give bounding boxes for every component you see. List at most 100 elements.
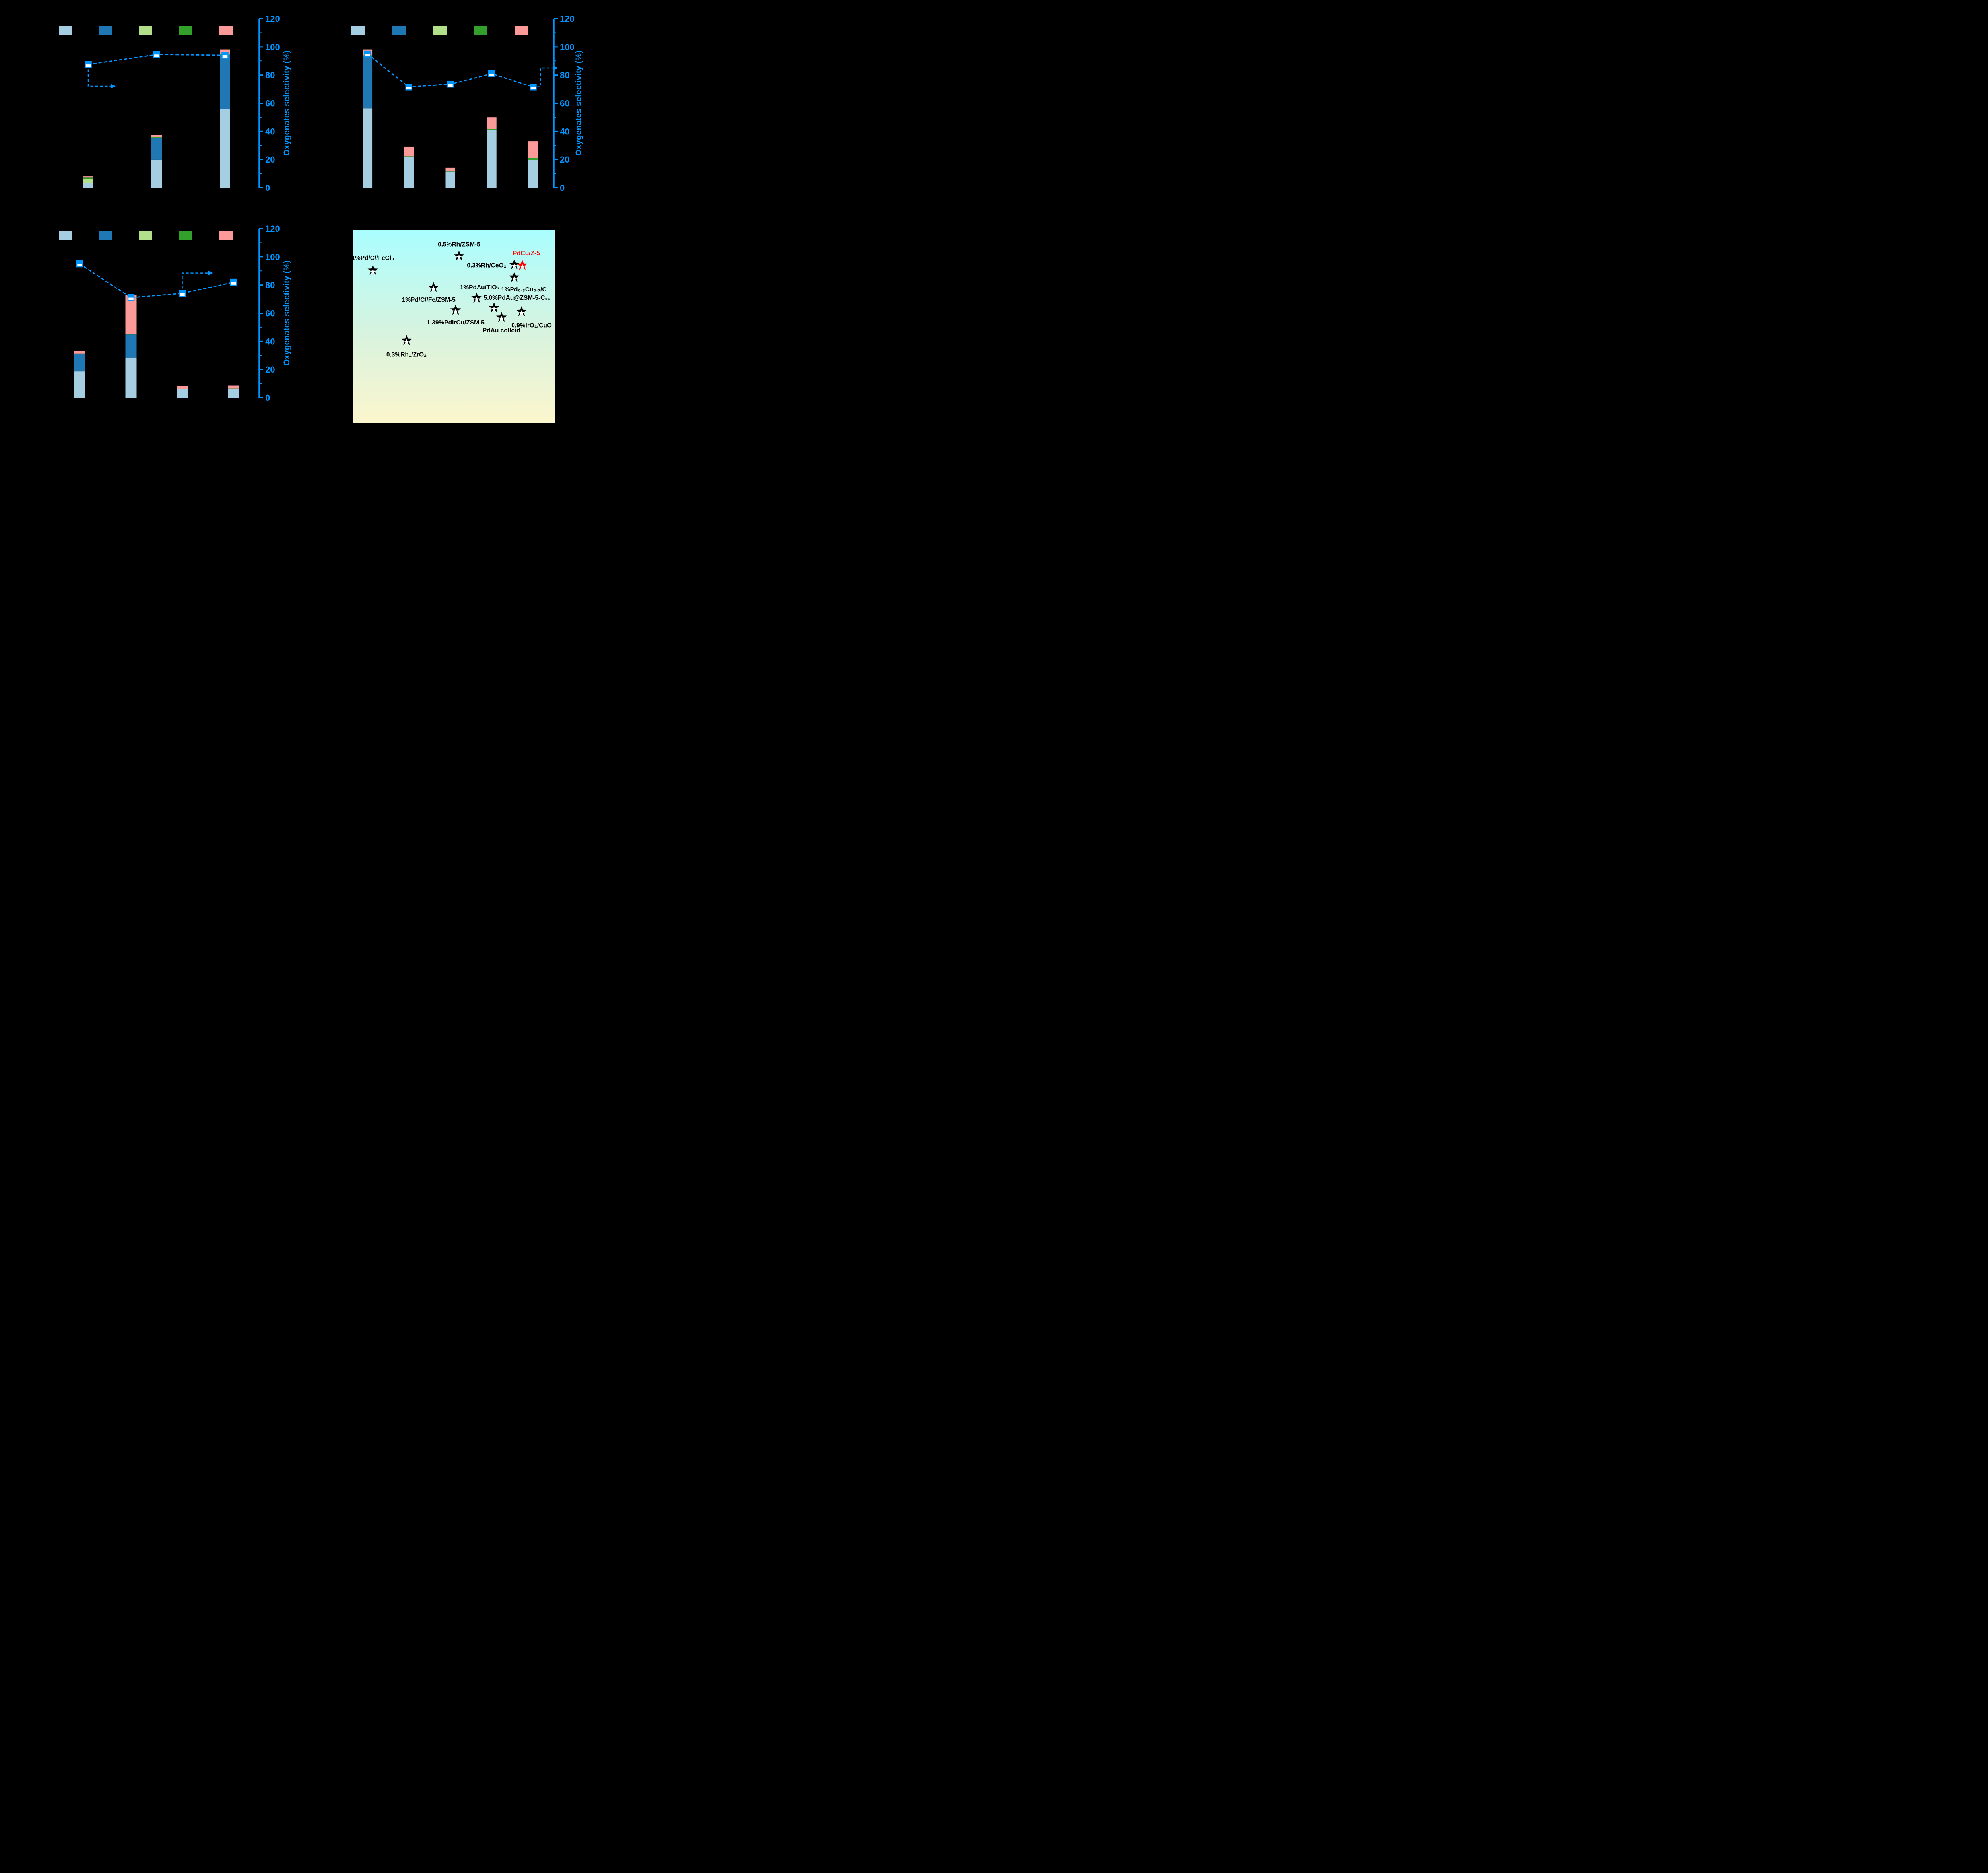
legend-co-swatch bbox=[179, 231, 192, 240]
star-1-pd-cu-c: 1%Pd₀.₃Cu₀.₇/C bbox=[501, 272, 547, 293]
right-tick-label: 80 bbox=[265, 280, 275, 290]
selectivity-marker bbox=[405, 84, 413, 91]
left-tick-label: 100 bbox=[35, 365, 49, 374]
x-category-label: PdCu/Z-5 bbox=[57, 401, 83, 427]
arrow-head bbox=[110, 84, 116, 89]
right-tick-label: 80 bbox=[560, 70, 569, 80]
star-label: 1%PdAu/TiO₂ bbox=[460, 284, 500, 291]
legend-ch3ooh-swatch bbox=[139, 231, 152, 240]
bar-segment-CO bbox=[404, 156, 414, 157]
left-tick-label: 40 bbox=[332, 150, 341, 159]
bar-segment-CO₂ bbox=[177, 386, 188, 389]
left-tick-label: 120 bbox=[328, 82, 341, 91]
x-category-label: Pd/Z-5 bbox=[392, 191, 412, 211]
bar-segment-CO₂ bbox=[74, 351, 85, 354]
legend-hcooh-label: HCOOH bbox=[115, 233, 140, 240]
right-tick-label: 100 bbox=[560, 42, 575, 52]
x-category-label: Pd/Z-5+Cu/Z-5 bbox=[458, 191, 495, 229]
right-tick-label: 20 bbox=[265, 365, 275, 375]
bar-segment-HCOOH bbox=[151, 138, 162, 160]
legend-ch3oh-swatch bbox=[59, 26, 72, 35]
right-tick-label: 0 bbox=[265, 393, 270, 403]
x-tick-label: 110 bbox=[184, 194, 197, 202]
right-tick-label: 20 bbox=[265, 155, 275, 165]
star-icon-inner bbox=[491, 306, 497, 311]
star-1-pd-c-fe-zsm-5: 1%Pd/C//Fe/ZSM-5 bbox=[402, 282, 456, 303]
legend-co2-label: CO₂ bbox=[531, 27, 544, 35]
y-tick-label: 0.1 bbox=[336, 419, 347, 427]
bar-segment-CO₂ bbox=[220, 49, 230, 54]
right-tick-label: 100 bbox=[265, 252, 280, 262]
legend-ch3oh-label: CH₃OH bbox=[75, 27, 98, 35]
legend-ch3oh-label: CH₃OH bbox=[75, 233, 98, 240]
x-tick-label: 90 bbox=[118, 194, 127, 202]
star-1-39-pdircu-zsm-5: 1.39%PdIrCu/ZSM-5 bbox=[427, 304, 485, 326]
bar-segment-CO bbox=[487, 129, 497, 130]
axis-arrow bbox=[87, 69, 111, 87]
bar-segment-CO bbox=[151, 137, 162, 138]
left-tick-label: 400 bbox=[35, 281, 49, 290]
left-axis-title: Product yield (mmol/gPd) bbox=[17, 57, 25, 149]
legend-ch3ooh-swatch bbox=[433, 26, 447, 35]
y-tick-label: 1000 bbox=[330, 264, 348, 273]
left-tick-label: 150 bbox=[35, 57, 49, 66]
star-label: 1%Pd/C//Fe/ZSM-5 bbox=[402, 297, 456, 303]
right-tick-label: 120 bbox=[265, 224, 280, 234]
star-icon-inner bbox=[474, 296, 480, 302]
legend-ch3ooh-label: CH₃OOH bbox=[449, 27, 478, 35]
star-label: PdAu colloid bbox=[483, 327, 520, 334]
x-tick-label: 100 bbox=[548, 429, 561, 438]
bar-segment-CH₃OH bbox=[151, 159, 162, 188]
left-tick-label: 100 bbox=[35, 99, 49, 108]
right-tick-label: 40 bbox=[560, 126, 569, 136]
x-tick-label: 85 bbox=[449, 429, 458, 438]
scatter-background bbox=[353, 230, 555, 423]
left-axis-title: Product yield (mmol/gPd) bbox=[314, 57, 322, 149]
right-tick-label: 60 bbox=[265, 309, 275, 319]
legend-hcooh-swatch bbox=[99, 26, 112, 35]
x-tick-label: 80 bbox=[415, 429, 424, 438]
right-tick-label: 60 bbox=[265, 99, 275, 109]
right-axis-title: Oxygenates selectivity (%) bbox=[282, 260, 291, 366]
right-tick-label: 100 bbox=[265, 42, 280, 52]
right-tick-label: 20 bbox=[560, 155, 569, 165]
star-0-3-rh-ceo-: 0.3%Rh/CeO₂ bbox=[467, 259, 520, 269]
left-tick-label: 80 bbox=[332, 116, 341, 125]
y-tick-label: 10 bbox=[338, 342, 347, 350]
y-axis-title: Productivity (mmol/g/h) bbox=[314, 284, 322, 368]
x-category-label: Cu/Z-5 bbox=[433, 191, 454, 212]
legend-hcooh-label: HCOOH bbox=[115, 27, 140, 35]
legend-co-label: CO bbox=[195, 233, 206, 240]
star-label: 0.3%Rh/CeO₂ bbox=[467, 262, 506, 269]
star-label: 0.5%Rh/ZSM-5 bbox=[438, 241, 480, 248]
left-tick-label: 200 bbox=[328, 15, 341, 23]
star-icon-inner bbox=[499, 316, 504, 321]
right-tick-label: 0 bbox=[265, 183, 270, 193]
selectivity-marker bbox=[488, 70, 495, 77]
star-icon-inner bbox=[511, 263, 517, 268]
y-tick-label: 10000 bbox=[325, 226, 347, 235]
selectivity-marker bbox=[230, 278, 237, 286]
star-label: 1%Pd₀.₃Cu₀.₇/C bbox=[501, 286, 546, 293]
right-tick-label: 0 bbox=[560, 183, 565, 193]
bar-segment-CH₃OH bbox=[404, 157, 414, 188]
x-category-label: PdCu/Z-5 bbox=[345, 191, 371, 218]
figure: 0 50 100 150 200 70 80 90 100 110 120 130 Temperatur… bbox=[0, 0, 623, 447]
star-pdau-colloid: PdAu colloid bbox=[483, 312, 520, 334]
bar-segment-CO₂ bbox=[151, 135, 162, 137]
x-tick-label: 80 bbox=[84, 194, 93, 202]
bar-segment-CO bbox=[83, 177, 93, 179]
x-tick-label: 90 bbox=[483, 429, 492, 438]
y-tick-label: 1 bbox=[343, 380, 347, 389]
selectivity-marker bbox=[127, 294, 135, 301]
legend-co-swatch bbox=[179, 26, 192, 35]
bar-segment-CO₂ bbox=[445, 167, 455, 171]
star-5-0-pdau-zsm-5-c-: 5.0%PdAu@ZSM-5-C₁₆ bbox=[484, 295, 550, 313]
selectivity-marker bbox=[447, 80, 454, 88]
bar-segment-CH₃OH bbox=[445, 171, 455, 188]
bar-segment-CH₃OH bbox=[528, 160, 538, 188]
legend-ch3oh-swatch bbox=[59, 231, 72, 240]
